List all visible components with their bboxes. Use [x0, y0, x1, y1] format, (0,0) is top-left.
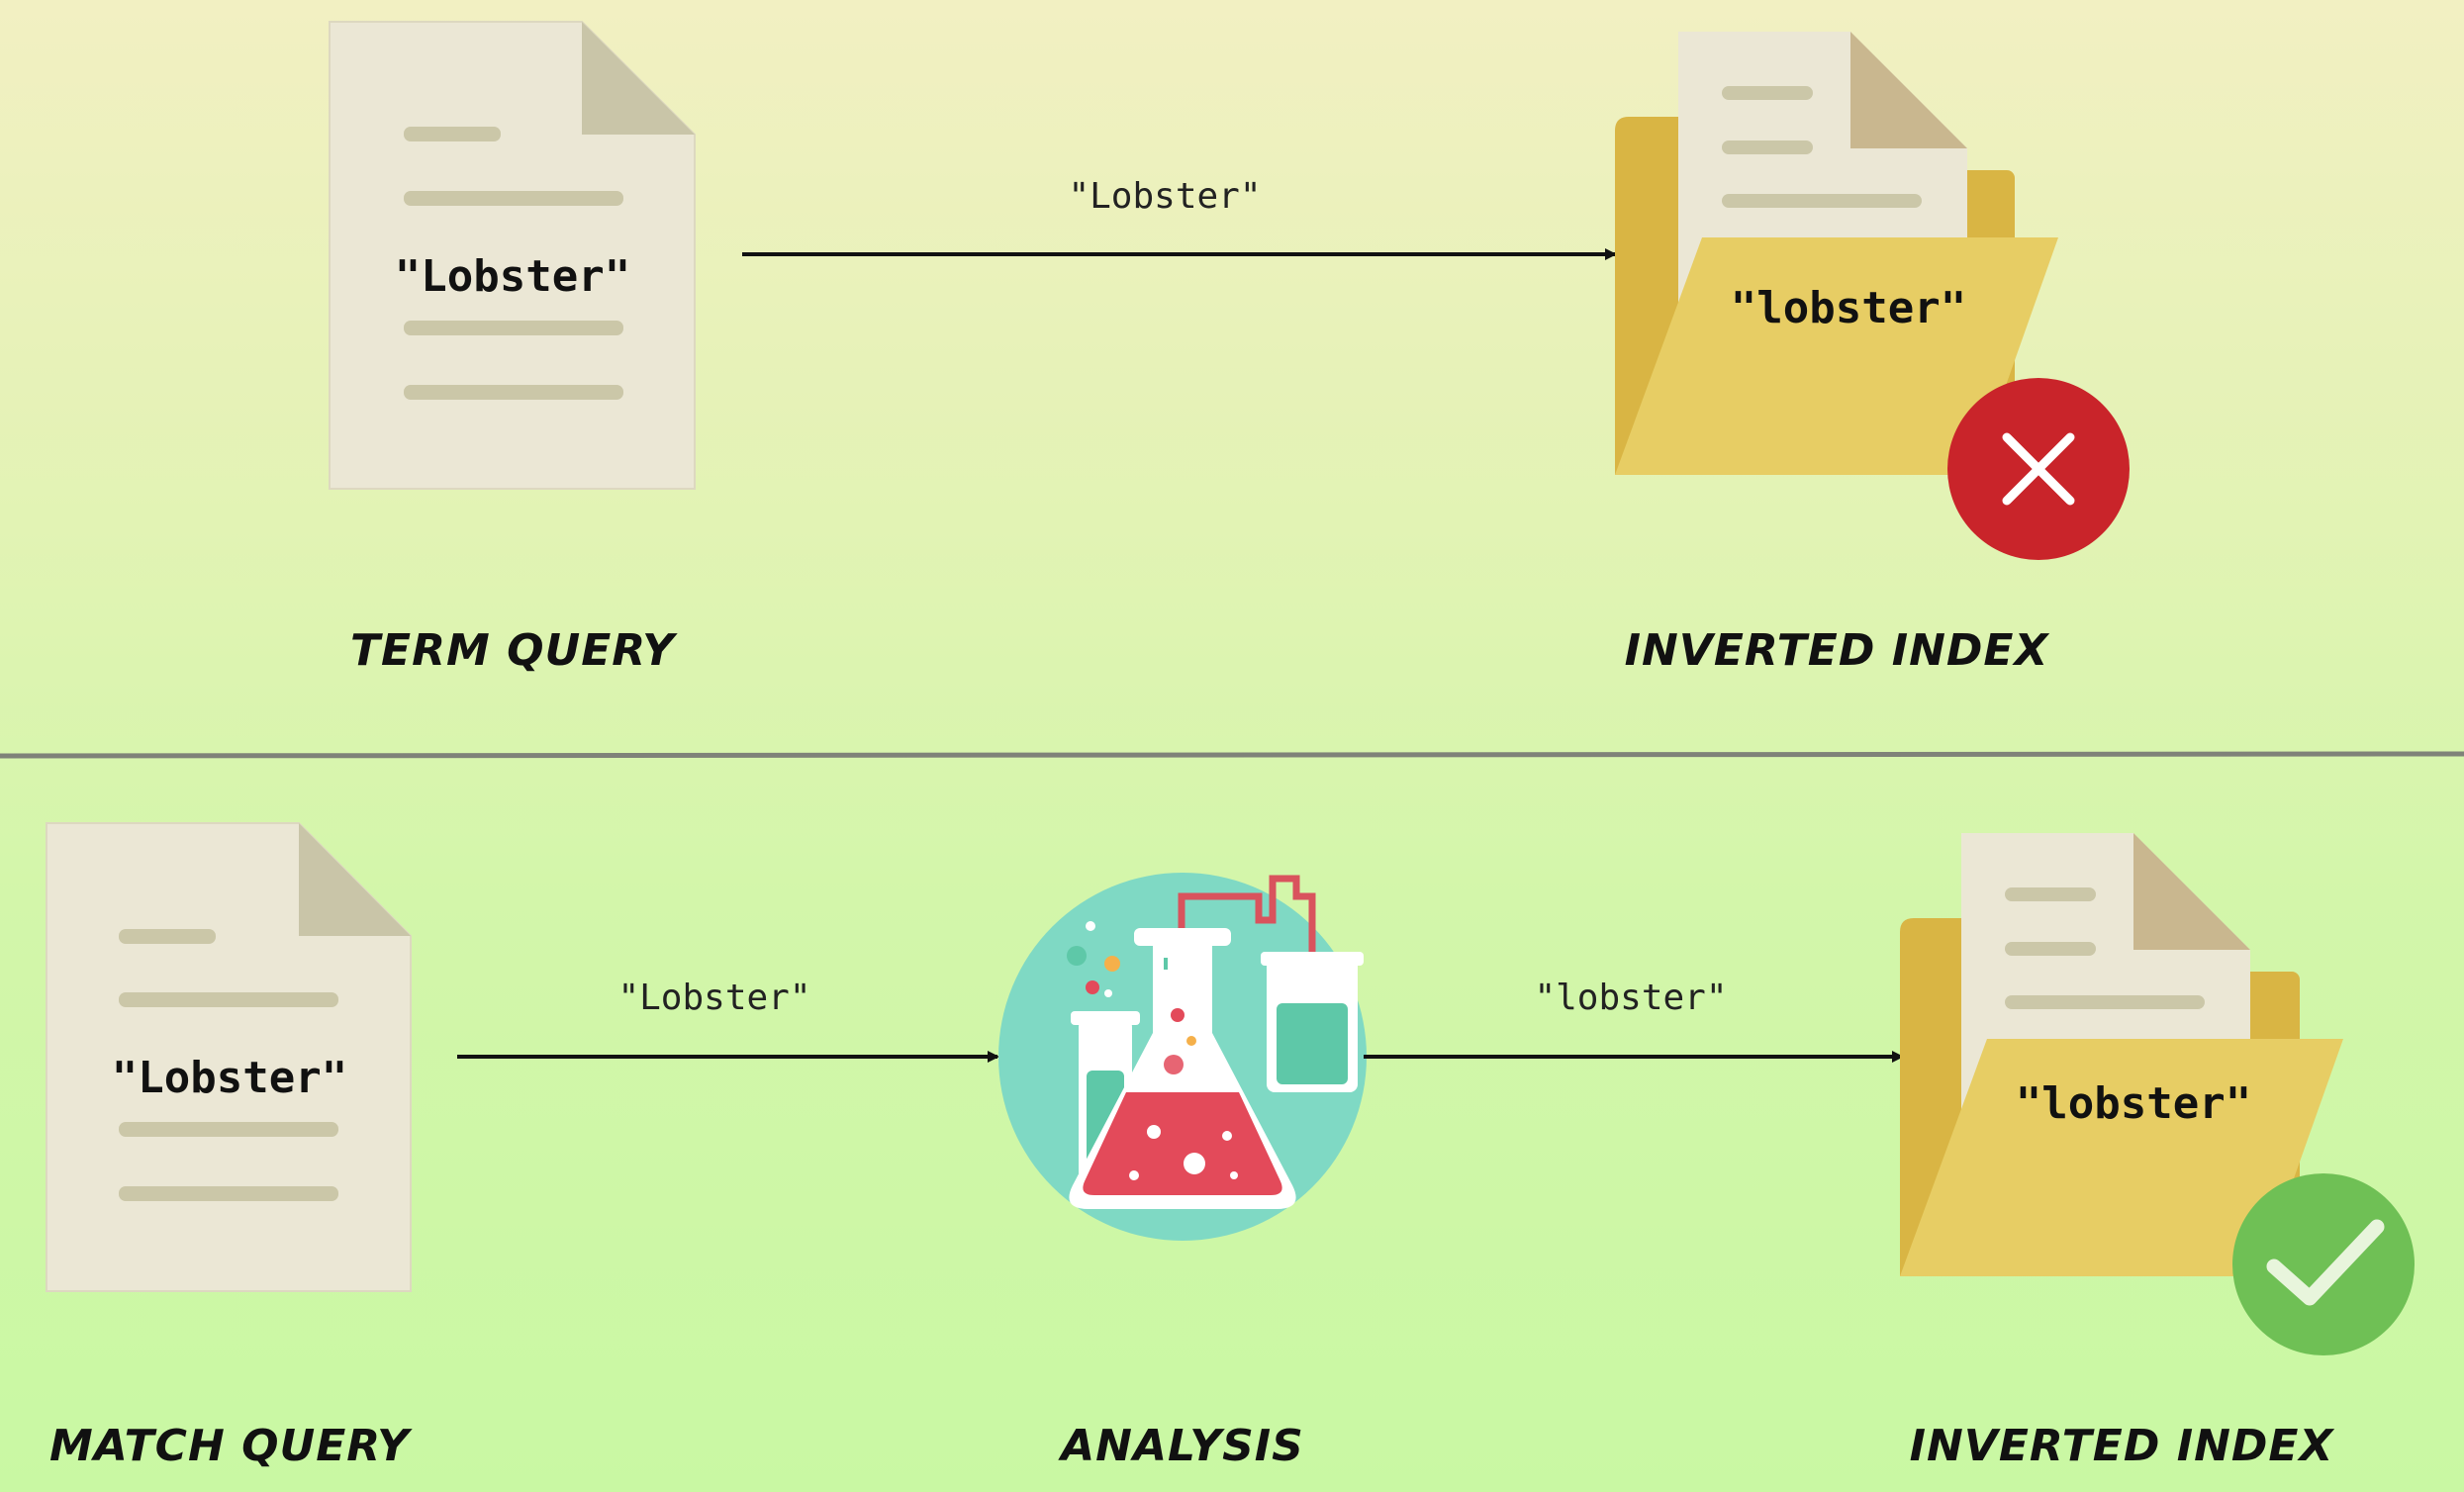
top-arrow-label: "Lobster" — [1068, 176, 1261, 217]
section-divider — [0, 751, 2464, 759]
bottom-index-text: "lobster" — [2016, 1078, 2251, 1129]
lab-flask-icon — [998, 873, 1367, 1241]
top-inverted-index-folder-icon: "lobster" — [1615, 32, 2058, 475]
bottom-document-icon: "Lobster" — [46, 822, 412, 1292]
bottom-inverted-index-folder-icon: "lobster" — [1900, 833, 2343, 1276]
bottom-arrow-1-label: "Lobster" — [617, 978, 810, 1018]
bottom-inverted-index-caption: INVERTED INDEX — [1910, 1421, 2335, 1471]
term-query-caption: TERM QUERY — [350, 625, 678, 676]
bottom-arrow-2-label: "lobster" — [1534, 978, 1727, 1018]
match-query-caption: MATCH QUERY — [49, 1421, 413, 1471]
analysis-caption: ANALYSIS — [1058, 1421, 1304, 1471]
top-index-text: "lobster" — [1731, 283, 1966, 333]
top-document-text: "Lobster" — [395, 251, 630, 302]
top-document-icon: "Lobster" — [329, 21, 696, 490]
bottom-document-text: "Lobster" — [112, 1053, 347, 1103]
top-inverted-index-caption: INVERTED INDEX — [1625, 625, 2050, 676]
cross-icon — [1947, 378, 2130, 560]
check-icon — [2232, 1173, 2415, 1355]
